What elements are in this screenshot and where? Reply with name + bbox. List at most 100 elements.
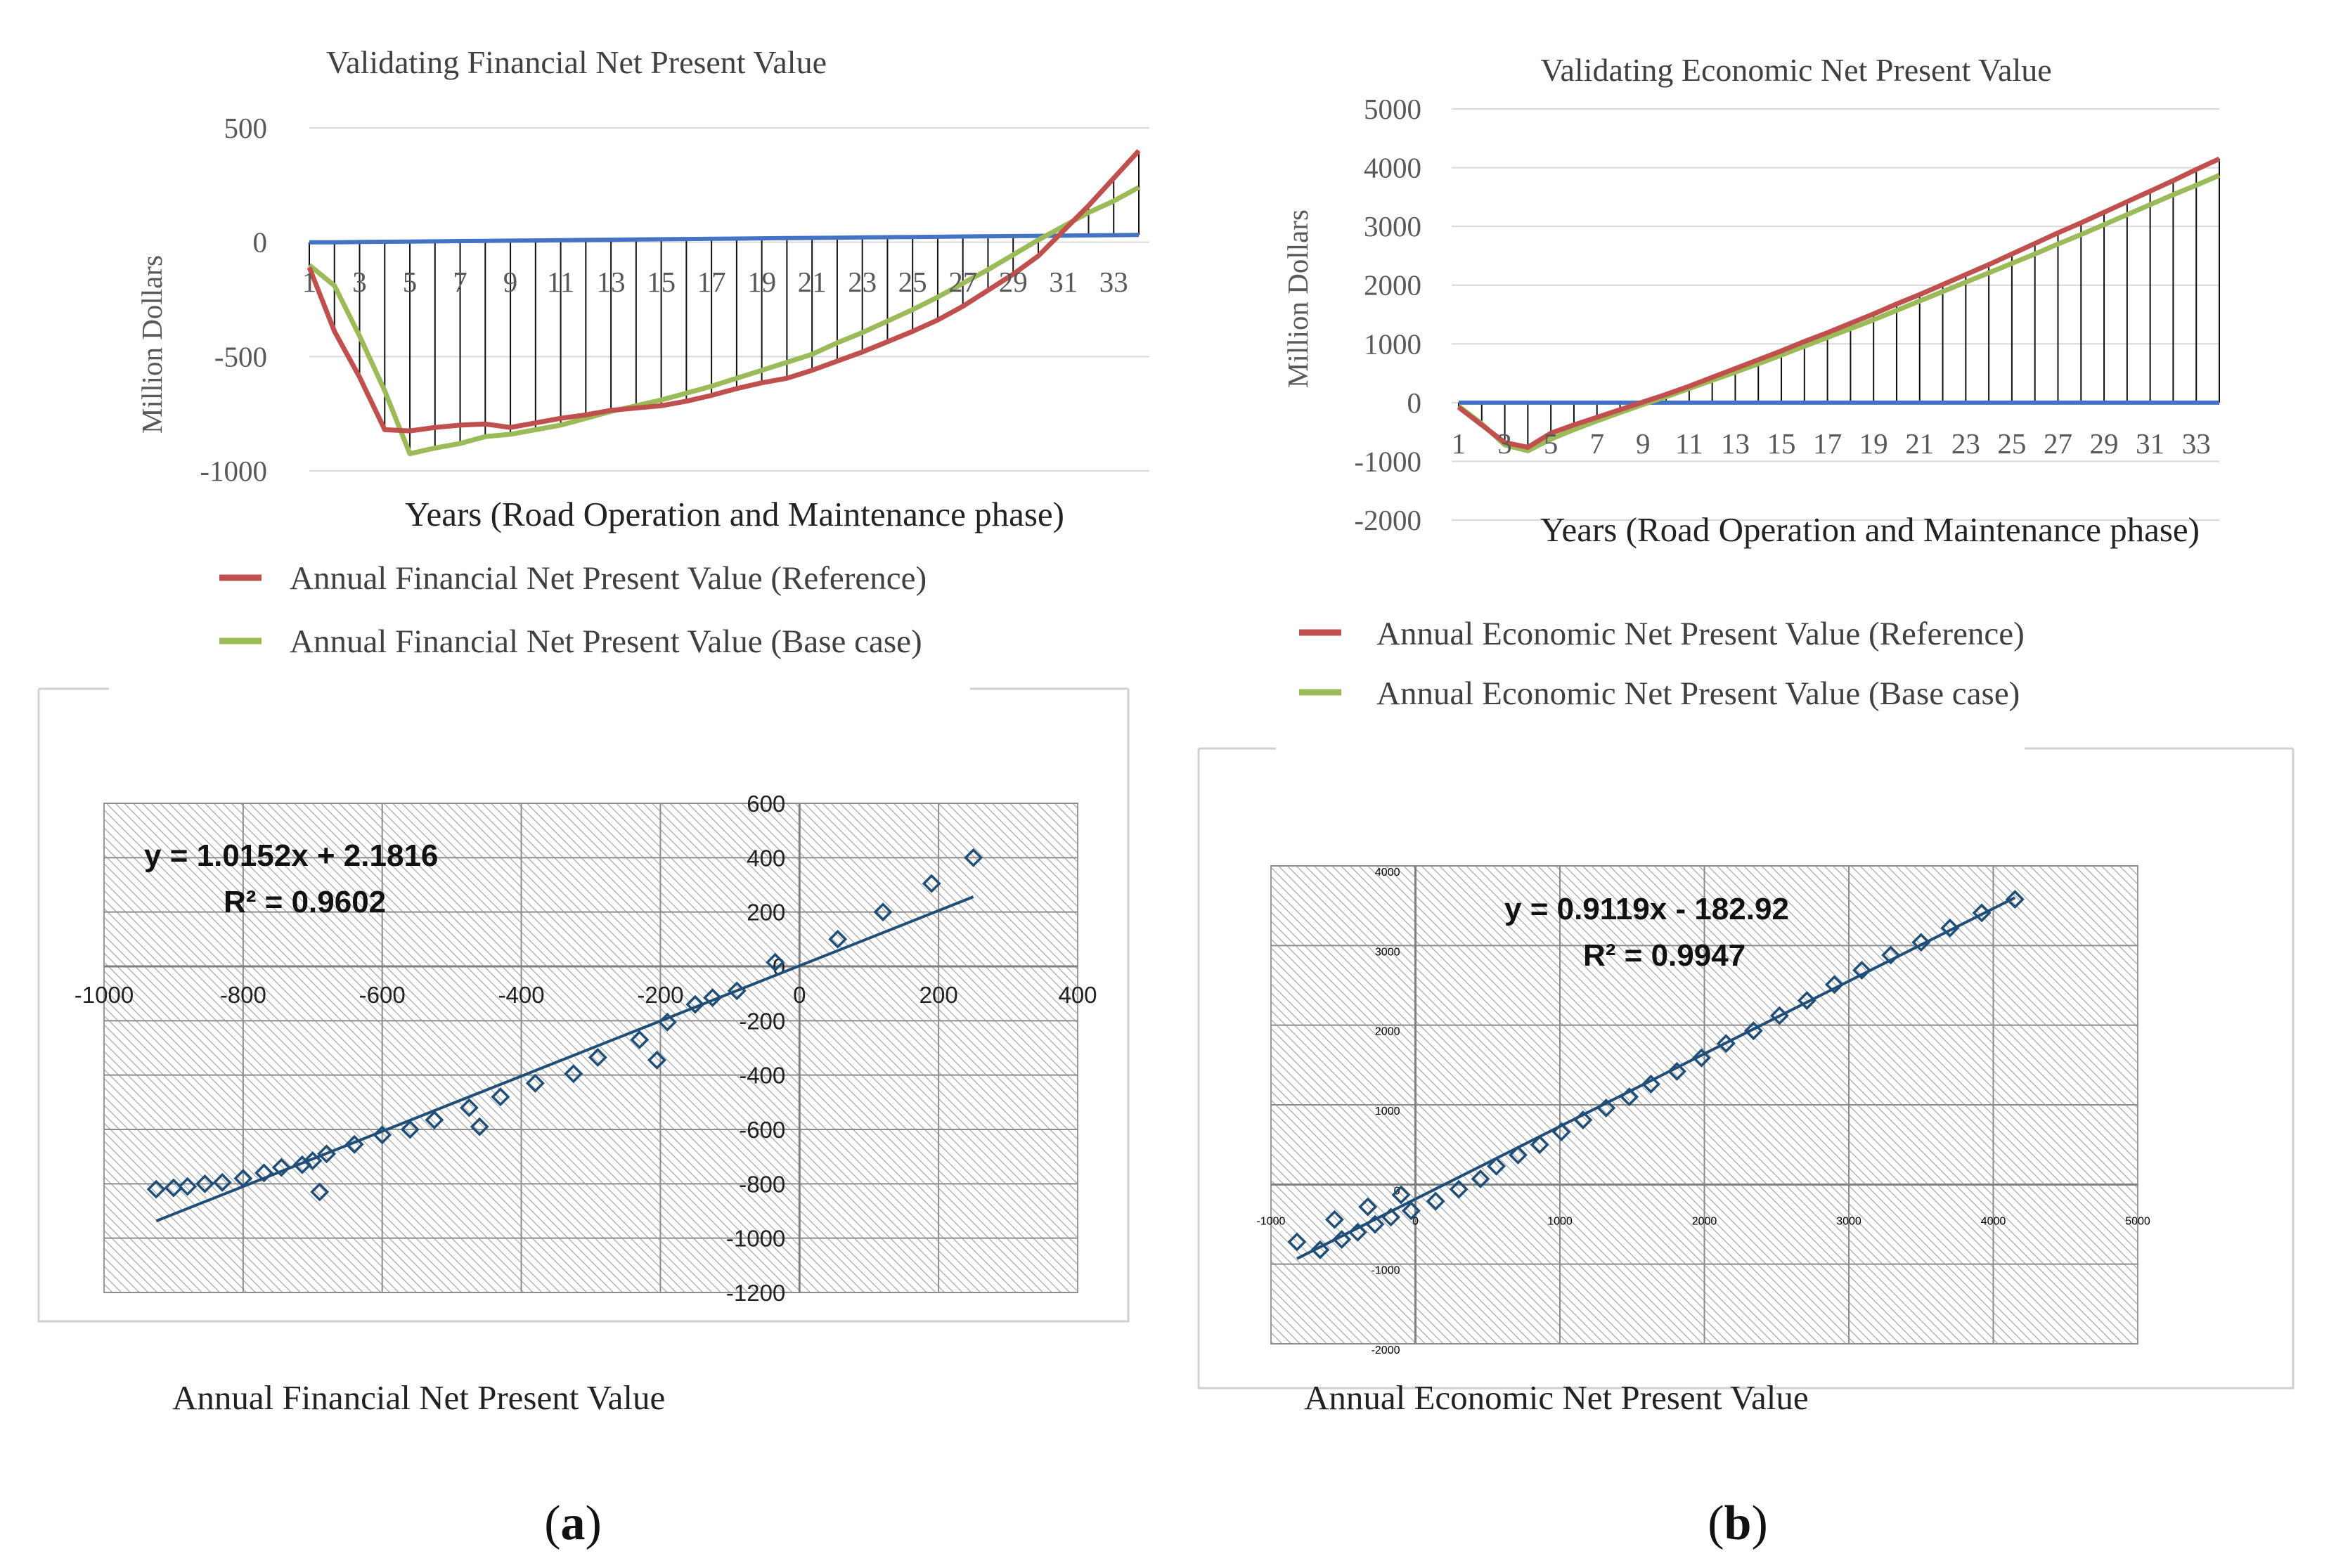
x-tick-label: 19 <box>747 266 776 298</box>
data-point <box>1881 945 1901 965</box>
x-tick-label: 400 <box>1058 982 1097 1008</box>
y-tick-label: 500 <box>224 112 268 144</box>
data-point <box>1667 1061 1686 1081</box>
data-point <box>470 1117 489 1136</box>
x-tick-label: 23 <box>848 266 877 298</box>
chart-frame <box>1197 747 2295 1389</box>
financial-npv-scatter-chart: -1000 -800 -600 -400 -200 0 200 4006004002000-2… <box>37 687 1130 1417</box>
x-axis-label: Years (Road Operation and Maintenance ph… <box>405 495 1064 533</box>
x-tick-label: 2000 <box>1692 1215 1717 1227</box>
economic-npv-line-chart: Validating Economic Net Present Value Mi… <box>1282 52 2221 712</box>
tick-labels: -1000 0 1000 2000 3000 4000 5000 4000 3000 2000 10… <box>1257 867 2150 1356</box>
data-point <box>1530 1135 1549 1155</box>
data-point <box>1365 1214 1385 1234</box>
y-tick-label: -1200 <box>726 1280 785 1306</box>
y-tick-label: -1000 <box>1354 445 1421 477</box>
y-tick-label: 5000 <box>1364 93 1421 125</box>
series-line-base-case <box>1457 173 2221 453</box>
data-point <box>254 1163 274 1183</box>
data-point <box>1358 1197 1378 1217</box>
y-tick-label: 200 <box>747 900 785 926</box>
x-tick-label: 29 <box>2090 427 2119 460</box>
y-tick-labels: 5000 4000 3000 2000 1000 0 -1000 -2000 <box>1354 93 1421 536</box>
x-tick-label: 31 <box>2136 427 2164 460</box>
subfigure-letter-b: b <box>1724 1496 1752 1550</box>
x-tick-label: 3000 <box>1836 1215 1861 1227</box>
trendline-segment <box>155 895 974 1223</box>
x-tick-labels: 1 3 5 7 9 11 13 15 17 19 21 23 25 27 29 31 33 <box>302 266 1128 298</box>
y-tick-labels: 500 0 -500 -1000 <box>200 112 267 487</box>
data-point <box>525 1073 545 1093</box>
x-tick-label: 0 <box>1412 1215 1419 1227</box>
data-point <box>1743 1021 1763 1041</box>
chart-title: Validating Economic Net Present Value <box>1540 52 2051 88</box>
data-point <box>1287 1232 1307 1252</box>
data-point <box>1401 1201 1421 1221</box>
data-point <box>1641 1075 1660 1094</box>
series-lines <box>306 149 1141 457</box>
y-tick-label: 2000 <box>1375 1026 1400 1038</box>
x-tick-label: 17 <box>697 266 726 298</box>
data-point <box>1324 1210 1344 1229</box>
data-point <box>2005 890 2025 909</box>
x-tick-label: 21 <box>1905 427 1934 460</box>
x-tick-label: 27 <box>2044 427 2072 460</box>
data-point <box>491 1087 510 1107</box>
x-tick-label: -800 <box>220 982 266 1008</box>
y-tick-label: 4000 <box>1375 867 1400 879</box>
x-tick-label: 15 <box>647 266 676 298</box>
chart-title: Validating Financial Net Present Value <box>326 44 827 80</box>
financial-npv-line-chart: Validating Financial Net Present Value M… <box>136 44 1149 660</box>
data-point <box>1310 1240 1330 1259</box>
data-point <box>1852 960 1871 980</box>
data-point <box>178 1177 198 1196</box>
x-tick-label: 27 <box>948 266 977 298</box>
y-axis-label: Million Dollars <box>136 255 168 434</box>
x-tick-label: -1000 <box>75 982 134 1008</box>
data-point <box>310 1182 330 1202</box>
axes <box>1271 866 2138 1344</box>
x-tick-label: 11 <box>547 266 574 298</box>
x-axis-label: Annual Financial Net Present Value <box>172 1378 665 1417</box>
series-line-zero <box>309 233 1140 245</box>
data-point <box>964 848 983 867</box>
tick-labels: -1000 -800 -600 -400 -200 0 200 4006004002000-2… <box>75 791 1097 1306</box>
data-point <box>1911 933 1931 952</box>
data-point <box>400 1120 420 1139</box>
legend-label-base-case: Annual Economic Net Present Value (Base … <box>1376 675 2020 712</box>
regression-equation: y = 0.9119x - 182.92 <box>1504 892 1789 926</box>
data-point <box>630 1030 650 1049</box>
x-axis-label: Annual Economic Net Present Value <box>1304 1378 1809 1417</box>
data-point <box>657 1012 677 1032</box>
x-tick-label: 5 <box>1544 427 1559 460</box>
x-tick-label: 9 <box>1636 427 1651 460</box>
x-tick-label: 29 <box>999 266 1028 298</box>
x-tick-label: 25 <box>898 266 927 298</box>
data-points <box>1287 890 2025 1259</box>
data-point <box>1824 975 1844 994</box>
series-lines <box>1457 156 2221 453</box>
x-tick-label: 13 <box>1721 427 1750 460</box>
x-tick-label: 31 <box>1049 266 1078 298</box>
data-point <box>1449 1179 1469 1199</box>
x-tick-label: -200 <box>637 982 683 1008</box>
data-point <box>146 1179 166 1199</box>
trendline <box>155 895 974 1223</box>
y-tick-label: -800 <box>739 1171 785 1197</box>
data-point <box>1391 1185 1411 1205</box>
x-tick-label: 1 <box>302 266 317 298</box>
data-point <box>1596 1099 1616 1118</box>
r-squared: R² = 0.9602 <box>224 885 386 919</box>
data-point <box>1508 1145 1528 1165</box>
y-tick-label: -500 <box>214 340 267 372</box>
data-point <box>1426 1191 1445 1211</box>
legend-label-base-case: Annual Financial Net Present Value (Base… <box>290 623 922 660</box>
data-point <box>1381 1207 1401 1227</box>
data-point <box>588 1048 607 1068</box>
x-tick-label: 23 <box>1951 427 1980 460</box>
data-point <box>922 874 941 893</box>
x-tick-label: 33 <box>1099 266 1128 298</box>
subfigure-label-a: (a) <box>544 1496 602 1550</box>
data-point <box>1716 1034 1736 1054</box>
